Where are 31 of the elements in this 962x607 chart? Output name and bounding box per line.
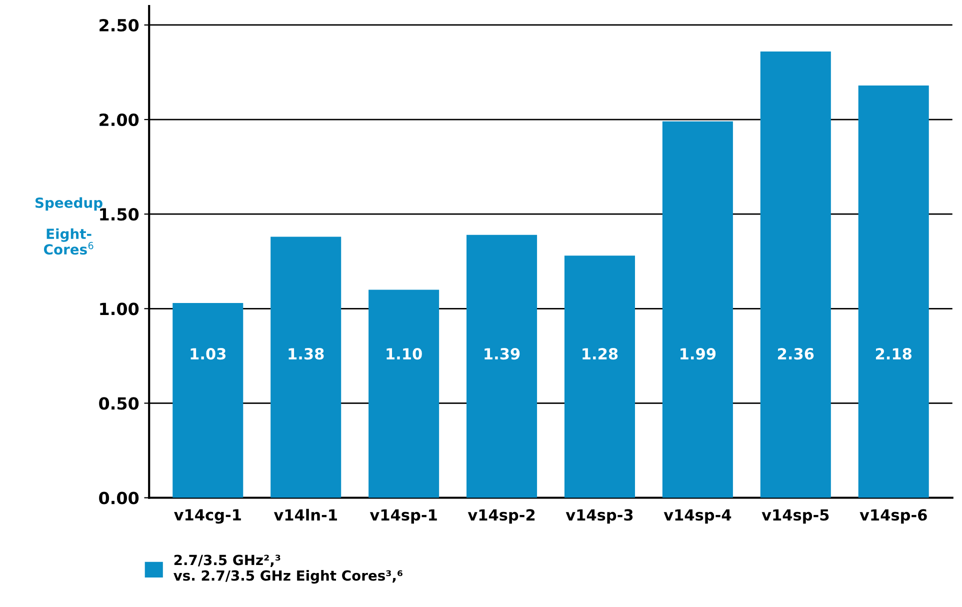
- bar: [270, 236, 342, 498]
- data-label: 1.03: [190, 348, 226, 360]
- text: 1.00: [100, 302, 139, 316]
- x-tick-label: v14sp-1: [370, 509, 437, 524]
- x-tick-label: v14cg-1: [174, 509, 241, 524]
- x-tick-label: v14sp-3: [566, 509, 633, 524]
- text: 1.50: [100, 208, 139, 221]
- data-label: 2.36: [778, 348, 814, 360]
- bar: [564, 256, 635, 498]
- data-label: 1.28: [582, 348, 618, 360]
- text: 2.00: [100, 113, 139, 126]
- bar: [466, 234, 538, 498]
- data-label: 1.99: [680, 348, 716, 360]
- bar: [368, 290, 440, 498]
- bar: [172, 302, 244, 498]
- x-tick-label: v14sp-6: [860, 509, 927, 524]
- legend-label: 2.7/3.5 GHz²,³ vs. 2.7/3.5 GHz Eight Cores³,⁶: [174, 554, 402, 584]
- x-tick-label: v14sp-5: [762, 509, 829, 524]
- data-label: 1.39: [484, 348, 520, 360]
- data-label: 2.18: [876, 348, 912, 360]
- text: 0.50: [99, 397, 139, 410]
- x-tick-label: v14sp-4: [664, 509, 732, 524]
- data-label: 1.10: [386, 348, 422, 360]
- data-label: 1.38: [288, 348, 324, 360]
- text: 0.00: [99, 492, 139, 504]
- bar: [662, 121, 733, 498]
- bar: [858, 85, 929, 498]
- text: 2.50: [100, 18, 139, 32]
- x-tick-label: v14ln-1: [274, 508, 337, 520]
- x-tick-label: v14sp-2: [468, 509, 535, 524]
- bar: [760, 51, 831, 498]
